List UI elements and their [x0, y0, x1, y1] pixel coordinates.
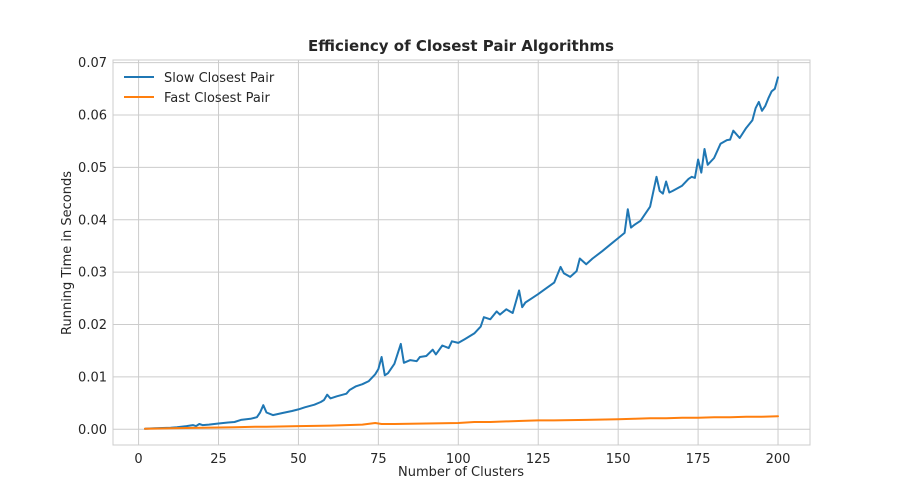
y-tick-label: 0.05 [78, 161, 107, 176]
y-axis: 0.00 0.01 0.02 0.03 0.04 0.05 0.06 0.07 [78, 56, 107, 438]
x-tick-label: 125 [526, 452, 551, 467]
legend: Slow Closest Pair Fast Closest Pair [124, 71, 275, 106]
y-tick-label: 0.01 [78, 370, 107, 385]
grid [113, 60, 810, 445]
x-tick-label: 75 [370, 452, 387, 467]
series-line-slow [144, 76, 779, 430]
y-axis-title: Running Time in Seconds [60, 171, 75, 335]
x-tick-label: 150 [606, 452, 631, 467]
series-line-fast [144, 415, 779, 430]
x-tick-label: 200 [766, 452, 791, 467]
x-axis: 0 25 50 75 100 125 150 175 200 [134, 452, 790, 467]
chart-title: Efficiency of Closest Pair Algorithms [308, 37, 614, 55]
x-axis-title: Number of Clusters [398, 465, 524, 480]
y-tick-label: 0.02 [78, 318, 107, 333]
legend-label-fast: Fast Closest Pair [164, 91, 271, 106]
y-tick-label: 0.00 [78, 423, 107, 438]
y-tick-label: 0.03 [78, 266, 107, 281]
y-tick-label: 0.04 [78, 213, 107, 228]
legend-label-slow: Slow Closest Pair [164, 71, 275, 86]
y-tick-label: 0.07 [78, 56, 107, 71]
x-tick-label: 50 [290, 452, 307, 467]
x-tick-label: 25 [210, 452, 227, 467]
plot-frame [112, 59, 811, 446]
series-lines [144, 76, 779, 430]
y-tick-label: 0.06 [78, 109, 107, 124]
x-tick-label: 0 [134, 452, 142, 467]
x-tick-label: 100 [446, 452, 471, 467]
x-tick-label: 175 [686, 452, 711, 467]
